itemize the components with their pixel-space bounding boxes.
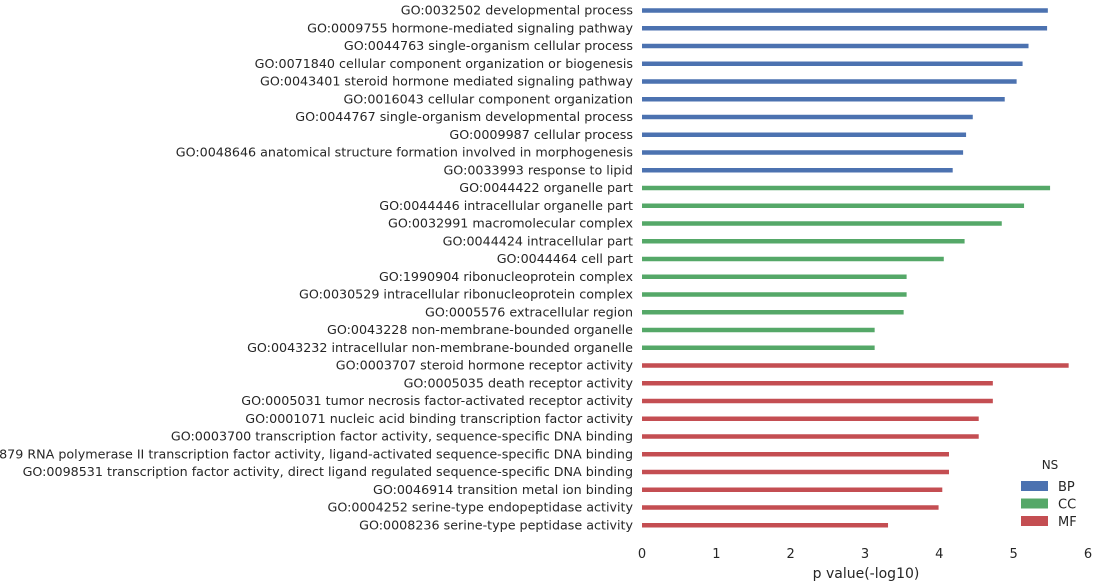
- bar-bp: [642, 8, 1048, 13]
- legend-swatch-bp: [1021, 481, 1048, 491]
- category-label: GO:0032502 developmental process: [401, 3, 633, 18]
- category-label: GO:0046914 transition metal ion binding: [373, 482, 633, 497]
- category-label: GO:0044422 organelle part: [459, 180, 633, 195]
- category-label: GO:0005576 extracellular region: [425, 304, 633, 319]
- category-label: GO:0044763 single-organism cellular proc…: [344, 38, 633, 53]
- x-tick-label: 6: [1084, 547, 1092, 562]
- category-label: GO:0009987 cellular process: [449, 127, 633, 142]
- category-label: GO:0033993 response to lipid: [443, 162, 633, 177]
- legend-title: NS: [1042, 458, 1059, 472]
- legend-swatch-cc: [1021, 498, 1048, 509]
- legend-swatch-mf: [1021, 516, 1048, 526]
- category-label: GO:0016043 cellular component organizati…: [343, 91, 633, 106]
- bar-cc: [642, 256, 944, 262]
- category-label: GO:0030529 intracellular ribonucleoprote…: [299, 287, 633, 302]
- bar-cc: [642, 292, 907, 297]
- category-label: GO:0005035 death receptor activity: [404, 375, 634, 390]
- category-labels: GO:0032502 developmental process GO:00097…: [0, 3, 633, 533]
- bar-bp: [642, 97, 1005, 102]
- x-tick-label: 0: [638, 547, 646, 562]
- bar-bp: [642, 114, 973, 120]
- category-label: GO:0004252 serine-type endopeptidase act…: [328, 500, 634, 515]
- category-label: GO:0003707 steroid hormone receptor acti…: [336, 358, 634, 373]
- bar-cc: [642, 203, 1025, 208]
- category-label: GO:0043401 steroid hormone mediated sign…: [260, 74, 633, 89]
- category-label: GO:0032991 macromolecular complex: [388, 216, 633, 231]
- legend: NS BP CC MF: [1021, 458, 1077, 530]
- x-tick-label: 1: [712, 547, 720, 562]
- bar-mf: [642, 398, 993, 404]
- bar-bp: [642, 168, 953, 173]
- category-label: GO:0009755 hormone-mediated signaling pa…: [307, 20, 633, 35]
- bar-mf: [642, 381, 993, 386]
- bar-cc: [642, 310, 904, 315]
- bar-cc: [642, 221, 1002, 226]
- bar-mf: [642, 434, 979, 439]
- category-label: GO:0043232 intracellular non-membrane-bo…: [247, 340, 633, 355]
- bar-bp: [642, 26, 1048, 31]
- legend-label-mf: MF: [1058, 515, 1077, 530]
- x-tick-label: 5: [1010, 547, 1018, 562]
- category-label: GO:0044446 intracellular organelle part: [379, 198, 633, 213]
- bar-mf: [642, 452, 949, 457]
- legend-label-cc: CC: [1058, 498, 1076, 513]
- bar-bp: [642, 79, 1017, 84]
- bar-cc: [642, 185, 1051, 191]
- bar-mf: [642, 416, 979, 421]
- bar-cc: [642, 239, 965, 244]
- bar-mf: [642, 363, 1069, 368]
- category-label: GO:0044767 single-organism developmental…: [295, 109, 633, 124]
- category-label: GO:0001071 nucleic acid binding transcri…: [245, 411, 633, 426]
- bar-cc: [642, 327, 875, 333]
- bar-cc: [642, 345, 875, 350]
- bar-mf: [642, 469, 949, 475]
- x-tick-label: 3: [861, 547, 869, 562]
- bar-mf: [642, 487, 943, 492]
- category-label: GO:0008236 serine-type peptidase activit…: [359, 517, 633, 532]
- bar-bp: [642, 132, 967, 137]
- bar-mf: [642, 523, 889, 528]
- bars-group: [642, 8, 1069, 528]
- category-label: GO:1990904 ribonucleoprotein complex: [379, 269, 634, 284]
- category-label: GO:0071840 cellular component organizati…: [255, 56, 633, 71]
- bar-bp: [642, 150, 964, 155]
- bar-bp: [642, 61, 1023, 66]
- x-axis-label: p value(-log10): [813, 566, 920, 582]
- bar-bp: [642, 43, 1029, 49]
- category-label: GO:0005031 tumor necrosis factor-activat…: [241, 393, 633, 408]
- category-label: GO:0003700 transcription factor activity…: [171, 429, 633, 444]
- legend-label-bp: BP: [1058, 480, 1075, 495]
- category-label: GO:0043228 non-membrane-bounded organell…: [327, 322, 633, 337]
- x-tick-label: 2: [787, 547, 795, 562]
- category-label: GO:0004879 RNA polymerase II transcripti…: [0, 446, 633, 461]
- category-label: GO:0048646 anatomical structure formatio…: [176, 145, 633, 160]
- x-tick-label: 4: [935, 547, 943, 562]
- category-label: GO:0044464 cell part: [497, 251, 633, 266]
- category-label: GO:0044424 intracellular part: [443, 233, 633, 248]
- category-label: GO:0098531 transcription factor activity…: [23, 464, 633, 479]
- bar-mf: [642, 505, 939, 510]
- bar-cc: [642, 274, 907, 279]
- x-axis-ticks: 0 1 2 3 4 5 6: [638, 547, 1092, 562]
